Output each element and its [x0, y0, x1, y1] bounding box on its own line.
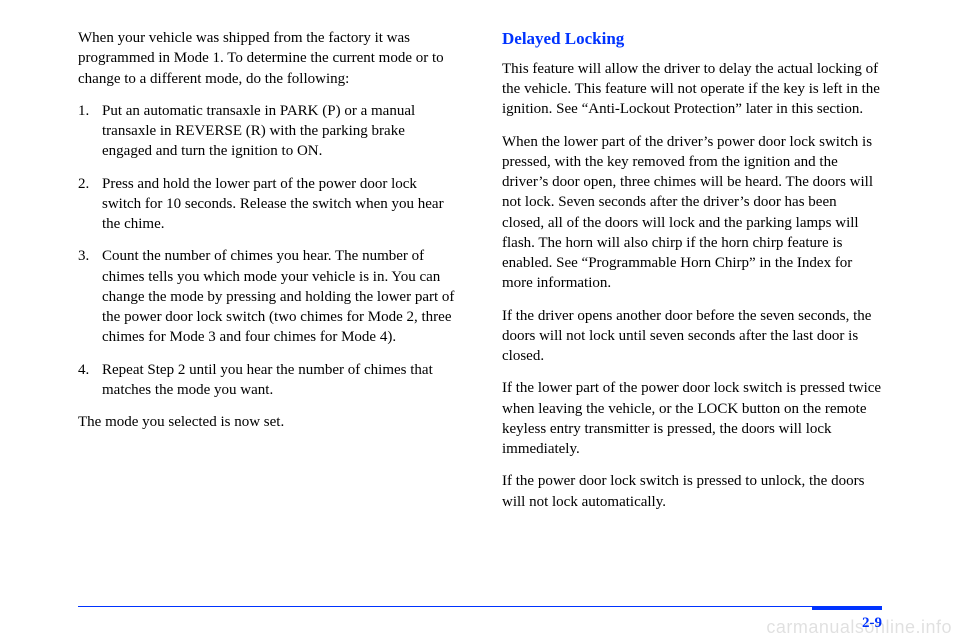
- step-number: 3.: [78, 246, 102, 347]
- body-paragraph: If the power door lock switch is pressed…: [502, 471, 882, 512]
- step-item: 3. Count the number of chimes you hear. …: [78, 246, 458, 347]
- step-item: 4. Repeat Step 2 until you hear the numb…: [78, 360, 458, 401]
- body-paragraph: If the driver opens another door before …: [502, 306, 882, 367]
- footer-rule-thick: [812, 606, 882, 610]
- step-text: Put an automatic transaxle in PARK (P) o…: [102, 101, 458, 162]
- watermark-text: carmanualsonline.info: [766, 617, 952, 638]
- step-number: 4.: [78, 360, 102, 401]
- step-text: Repeat Step 2 until you hear the number …: [102, 360, 458, 401]
- body-paragraph: This feature will allow the driver to de…: [502, 59, 882, 120]
- step-text: Count the number of chimes you hear. The…: [102, 246, 458, 347]
- footer-rule: [78, 606, 882, 610]
- left-column: When your vehicle was shipped from the f…: [78, 28, 458, 524]
- footer-rule-thin: [78, 606, 882, 607]
- step-item: 1. Put an automatic transaxle in PARK (P…: [78, 101, 458, 162]
- step-text: Press and hold the lower part of the pow…: [102, 174, 458, 235]
- step-number: 2.: [78, 174, 102, 235]
- step-item: 2. Press and hold the lower part of the …: [78, 174, 458, 235]
- outro-paragraph: The mode you selected is now set.: [78, 412, 458, 432]
- intro-paragraph: When your vehicle was shipped from the f…: [78, 28, 458, 89]
- step-number: 1.: [78, 101, 102, 162]
- body-paragraph: If the lower part of the power door lock…: [502, 378, 882, 459]
- manual-page: When your vehicle was shipped from the f…: [0, 0, 960, 640]
- steps-list: 1. Put an automatic transaxle in PARK (P…: [78, 101, 458, 400]
- right-column: Delayed Locking This feature will allow …: [502, 28, 882, 524]
- section-heading: Delayed Locking: [502, 28, 882, 51]
- two-column-layout: When your vehicle was shipped from the f…: [78, 28, 882, 524]
- body-paragraph: When the lower part of the driver’s powe…: [502, 132, 882, 294]
